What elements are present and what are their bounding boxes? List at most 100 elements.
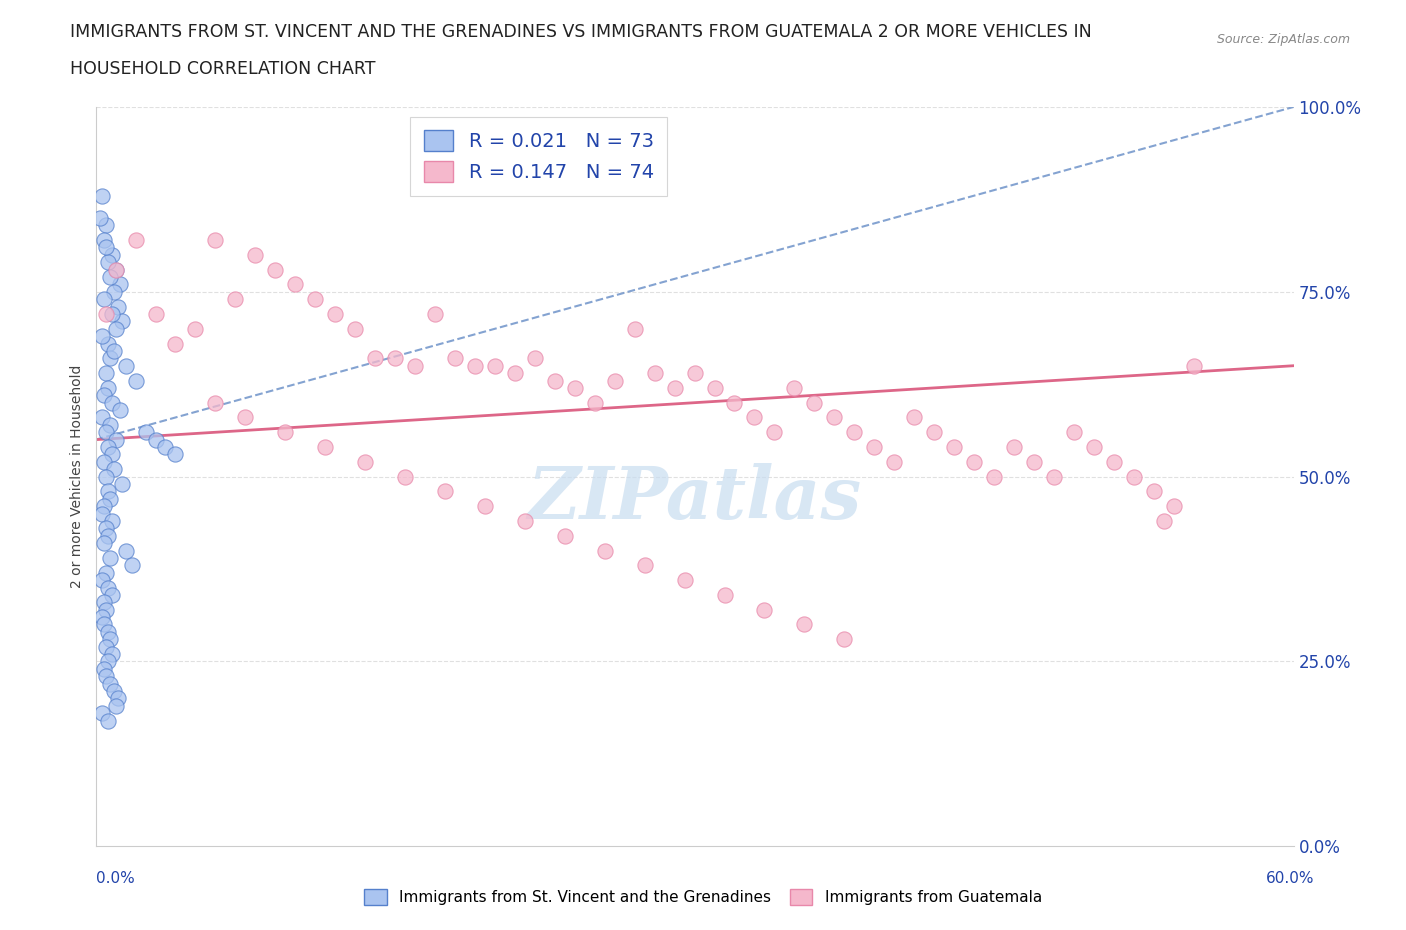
Point — [184, 322, 207, 337]
Point — [90, 610, 112, 625]
Point — [844, 425, 866, 440]
Point — [90, 573, 112, 588]
Point — [983, 469, 1005, 484]
Point — [94, 307, 117, 322]
Point — [314, 440, 336, 455]
Point — [94, 565, 117, 580]
Point — [544, 373, 567, 388]
Point — [97, 380, 120, 395]
Point — [97, 255, 120, 270]
Point — [1122, 469, 1144, 484]
Point — [94, 521, 117, 536]
Point — [444, 351, 467, 365]
Point — [121, 558, 143, 573]
Point — [97, 654, 120, 669]
Point — [98, 676, 121, 691]
Point — [94, 425, 117, 440]
Point — [1002, 440, 1025, 455]
Point — [1153, 513, 1175, 528]
Point — [523, 351, 546, 365]
Point — [100, 588, 122, 603]
Point — [423, 307, 446, 322]
Point — [274, 425, 297, 440]
Legend: R = 0.021   N = 73, R = 0.147   N = 74: R = 0.021 N = 73, R = 0.147 N = 74 — [411, 116, 668, 196]
Point — [124, 373, 146, 388]
Point — [245, 247, 267, 262]
Point — [1043, 469, 1066, 484]
Point — [1163, 498, 1185, 513]
Point — [90, 506, 112, 521]
Point — [1083, 440, 1105, 455]
Point — [94, 603, 117, 618]
Point — [114, 358, 136, 373]
Point — [145, 307, 167, 322]
Point — [703, 380, 725, 395]
Point — [94, 639, 117, 654]
Point — [922, 425, 945, 440]
Point — [364, 351, 387, 365]
Point — [93, 661, 115, 676]
Point — [114, 543, 136, 558]
Legend: Immigrants from St. Vincent and the Grenadines, Immigrants from Guatemala: Immigrants from St. Vincent and the Gren… — [359, 883, 1047, 911]
Point — [94, 469, 117, 484]
Text: Source: ZipAtlas.com: Source: ZipAtlas.com — [1216, 33, 1350, 46]
Point — [404, 358, 426, 373]
Y-axis label: 2 or more Vehicles in Household: 2 or more Vehicles in Household — [70, 365, 84, 589]
Point — [93, 388, 115, 403]
Point — [165, 336, 187, 351]
Point — [97, 624, 120, 639]
Point — [89, 210, 111, 225]
Point — [474, 498, 496, 513]
Point — [744, 410, 766, 425]
Point — [713, 588, 735, 603]
Point — [354, 455, 377, 470]
Point — [97, 528, 120, 543]
Point — [264, 262, 287, 277]
Point — [100, 247, 122, 262]
Point — [135, 425, 157, 440]
Point — [863, 440, 886, 455]
Point — [104, 262, 127, 277]
Point — [1063, 425, 1085, 440]
Point — [103, 684, 125, 698]
Point — [304, 292, 326, 307]
Point — [97, 336, 120, 351]
Point — [93, 595, 115, 610]
Point — [1022, 455, 1045, 470]
Point — [104, 322, 127, 337]
Point — [94, 669, 117, 684]
Point — [100, 513, 122, 528]
Point — [513, 513, 536, 528]
Point — [100, 395, 122, 410]
Point — [97, 484, 120, 498]
Point — [93, 292, 115, 307]
Point — [394, 469, 416, 484]
Point — [284, 277, 307, 292]
Point — [93, 455, 115, 470]
Point — [943, 440, 966, 455]
Point — [98, 551, 121, 565]
Point — [1143, 484, 1166, 498]
Point — [110, 314, 132, 329]
Point — [644, 365, 666, 380]
Point — [145, 432, 167, 447]
Point — [434, 484, 457, 498]
Point — [155, 440, 177, 455]
Point — [103, 462, 125, 477]
Point — [723, 395, 745, 410]
Point — [834, 631, 856, 646]
Point — [883, 455, 905, 470]
Point — [554, 528, 576, 543]
Point — [963, 455, 986, 470]
Point — [93, 536, 115, 551]
Point — [683, 365, 706, 380]
Point — [97, 440, 120, 455]
Point — [107, 691, 129, 706]
Point — [98, 491, 121, 506]
Point — [98, 351, 121, 365]
Point — [110, 476, 132, 491]
Point — [98, 270, 121, 285]
Point — [107, 299, 129, 314]
Point — [783, 380, 806, 395]
Text: 60.0%: 60.0% — [1267, 871, 1315, 886]
